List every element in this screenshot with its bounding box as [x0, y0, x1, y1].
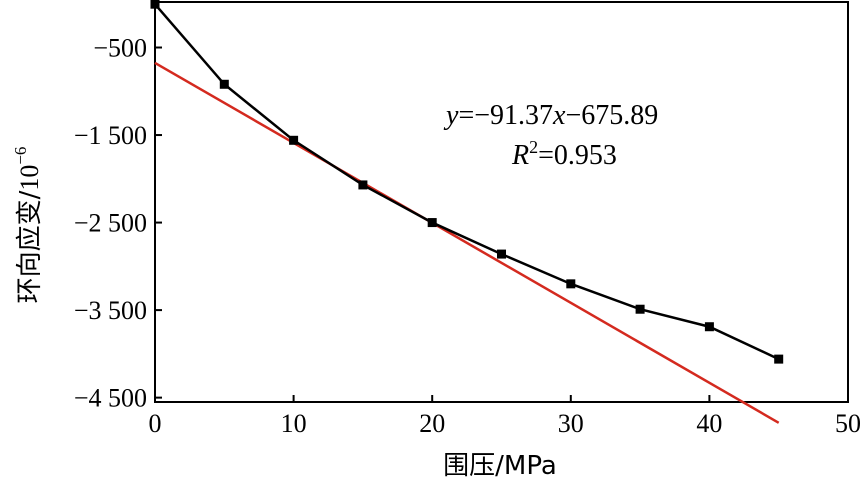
y-tick-label-4: −4 500	[74, 384, 147, 413]
r-squared-var: R	[511, 140, 529, 171]
y-tick-label-1: −1 500	[74, 121, 147, 150]
measured-point-3	[358, 180, 368, 190]
y-axis-title-unit-exp: −6	[11, 147, 30, 165]
measured-point-1	[219, 79, 229, 89]
measured-point-2	[289, 135, 299, 145]
fit-equation: y=−91.37x−675.89	[443, 100, 658, 131]
r-squared-value: =0.953	[538, 140, 617, 171]
measured-point-9	[774, 354, 784, 364]
fit-line	[154, 61, 780, 424]
measured-point-5	[497, 249, 506, 259]
y-tick-label-3: −3 500	[74, 296, 147, 325]
plot-frame	[154, 1, 849, 403]
measured-point-7	[635, 304, 645, 314]
x-axis-title: 围压/MPa	[443, 451, 557, 481]
r-squared-sup: 2	[529, 137, 538, 157]
x-tick-label-3: 30	[558, 409, 584, 438]
x-tick-label-4: 40	[696, 409, 722, 438]
y-axis-title-main: 环向应变/	[15, 190, 45, 303]
equation-tail: −675.89	[565, 100, 658, 131]
x-tick-label-1: 10	[281, 409, 307, 438]
x-tick-label-0: 0	[149, 409, 162, 438]
y-axis-title-unit-base: 10	[15, 165, 44, 191]
equation-y-var: y	[443, 100, 459, 131]
y-tick-label-2: −2 500	[74, 209, 147, 238]
equation-x-var: x	[552, 100, 566, 131]
y-tick-label-0: −500	[93, 34, 147, 63]
x-tick-label-5: 50	[835, 409, 861, 438]
svg-text:环向应变/10−6: 环向应变/10−6	[11, 147, 45, 304]
r-squared: R2=0.953	[511, 137, 617, 171]
plot-elements: 0 10 20 30 40 50 −500 −1 500 −2 500 −3 500 −4 500	[74, 0, 861, 438]
measured-line	[154, 3, 780, 361]
equation-body: =−91.37	[458, 100, 553, 131]
measured-point-4	[427, 218, 437, 228]
measured-point-8	[704, 322, 714, 332]
x-tick-label-2: 20	[419, 409, 445, 438]
y-axis-title: 环向应变/10−6	[11, 147, 45, 304]
measured-point-0	[150, 0, 160, 9]
measured-point-6	[566, 279, 576, 289]
